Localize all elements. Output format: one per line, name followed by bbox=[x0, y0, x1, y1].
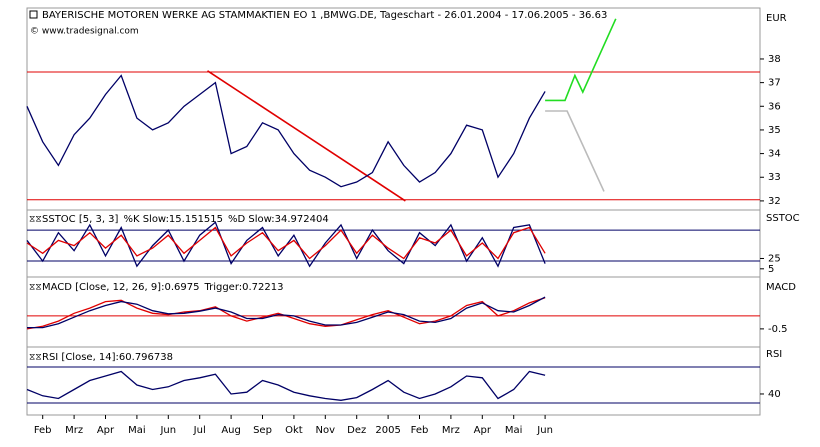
title-icon bbox=[29, 10, 38, 19]
y-tick-label: 32 bbox=[768, 196, 781, 207]
drawn-line bbox=[545, 110, 605, 192]
source: © www.tradesignal.com bbox=[30, 27, 139, 37]
x-tick-label: Mrz bbox=[442, 425, 460, 436]
legend-icon: ⧖⧖ bbox=[29, 215, 42, 225]
axis-label: EUR bbox=[766, 13, 787, 24]
x-tick-label: Jun bbox=[536, 425, 553, 436]
x-tick-label: Apr bbox=[474, 425, 492, 436]
drawn-line bbox=[207, 70, 406, 202]
axis-label: MACD bbox=[766, 282, 796, 293]
series-line bbox=[26, 226, 546, 260]
x-tick-label: Dez bbox=[347, 425, 366, 436]
x-tick-label: 2005 bbox=[375, 425, 400, 436]
x-tick-label: Mrz bbox=[65, 425, 83, 436]
x-tick-label: Okt bbox=[285, 425, 303, 436]
y-tick-label: 25 bbox=[768, 253, 781, 264]
x-tick-label: Aug bbox=[221, 425, 241, 436]
x-tick-label: Sep bbox=[253, 425, 272, 436]
series-line bbox=[27, 296, 546, 329]
legend-icon: ⧖⧖ bbox=[29, 283, 42, 293]
axis-label: SSTOC bbox=[766, 213, 800, 224]
x-tick-label: Feb bbox=[411, 425, 429, 436]
y-tick-label: 38 bbox=[768, 54, 781, 65]
series-line bbox=[26, 370, 546, 401]
frame bbox=[26, 7, 761, 416]
x-tick-label: Jul bbox=[193, 425, 206, 436]
y-tick-label: 33 bbox=[768, 172, 781, 183]
y-tick-label: 5 bbox=[768, 264, 774, 275]
x-tick-label: Mai bbox=[128, 425, 146, 436]
y-tick-label: 34 bbox=[768, 149, 781, 160]
y-tick-label: 40 bbox=[768, 389, 781, 400]
legend-entry: MACD [Close, 12, 26, 9]:0.6975 bbox=[42, 282, 199, 293]
series-line bbox=[26, 74, 546, 188]
chart-title: BAYERISCHE MOTOREN WERKE AG STAMMAKTIEN … bbox=[42, 10, 607, 21]
legend-entry: %D Slow:34.972404 bbox=[228, 214, 329, 225]
legend-icon: ⧖⧖ bbox=[29, 353, 42, 363]
legend-entry: RSI [Close, 14]:60.796738 bbox=[42, 352, 173, 363]
legend-entry: Trigger:0.72213 bbox=[203, 282, 283, 293]
x-tick-label: Feb bbox=[34, 425, 52, 436]
y-tick-label: 37 bbox=[768, 78, 781, 89]
drawn-line bbox=[545, 18, 617, 102]
x-tick-label: Apr bbox=[97, 425, 115, 436]
x-tick-label: Mai bbox=[505, 425, 523, 436]
legend-entry: %K Slow:15.151515 bbox=[123, 214, 223, 225]
axis-label: RSI bbox=[766, 349, 782, 360]
x-tick-label: Nov bbox=[316, 425, 336, 436]
legend-label: SSTOC [5, 3, 3] bbox=[42, 214, 119, 225]
x-tick-label: Jun bbox=[159, 425, 176, 436]
y-tick-label: 36 bbox=[768, 101, 781, 112]
y-tick-label: -0.5 bbox=[768, 324, 788, 335]
y-tick-label: 35 bbox=[768, 125, 781, 136]
